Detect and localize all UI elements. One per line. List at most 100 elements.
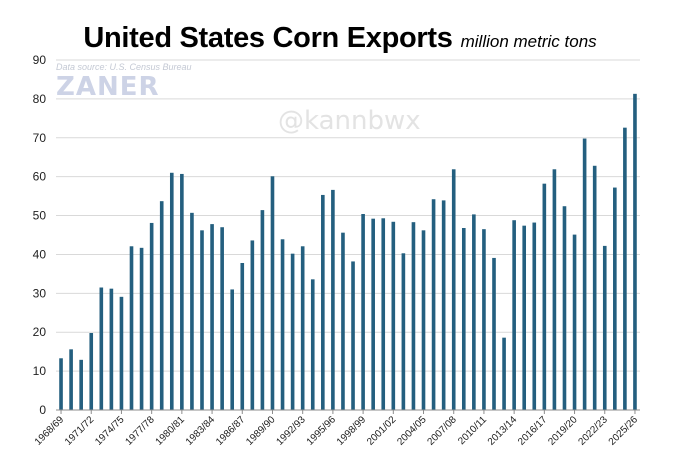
x-tick-label: 2010/11 (456, 414, 489, 447)
y-tick-label: 0 (39, 403, 46, 417)
x-tick-label: 1968/69 (33, 414, 67, 448)
x-tick-label: 1977/78 (123, 414, 157, 448)
x-tick-label: 2007/08 (426, 414, 460, 448)
bar-1973-74 (109, 288, 114, 410)
bar-1993-94 (310, 279, 315, 410)
bar-1978-79 (159, 201, 164, 410)
bar-1971-72 (89, 333, 94, 410)
bar-1996-97 (341, 232, 345, 410)
x-tick-label: 2013/14 (486, 414, 520, 448)
y-tick-label: 30 (33, 286, 47, 300)
x-tick-label: 1980/81 (154, 414, 188, 448)
chart-title: United States Corn Exports (83, 22, 453, 54)
bar-2009-10 (472, 214, 476, 410)
bar-1988-89 (260, 210, 265, 410)
y-tick-label: 90 (33, 53, 47, 67)
bar-1984-85 (220, 227, 224, 410)
bar-1991-92 (290, 253, 295, 410)
x-tick-label: 2016/17 (516, 414, 550, 448)
x-tick-label: 1971/72 (63, 414, 97, 448)
bar-1977-78 (149, 222, 154, 410)
bar-2010-11 (482, 229, 486, 410)
bar-2001-02 (391, 221, 396, 410)
bar-1981-82 (190, 212, 194, 410)
y-tick-label: 10 (33, 364, 47, 378)
bar-1997-98 (351, 261, 355, 410)
watermark-handle: @kannbwx (278, 106, 421, 136)
bar-2000-01 (381, 218, 386, 410)
y-axis: 0 10 20 30 40 50 60 70 80 90 (33, 53, 47, 417)
gridlines (56, 59, 640, 372)
bar-2016-17 (542, 183, 547, 410)
bar-1968-69 (59, 358, 63, 410)
bar-1989-90 (270, 176, 275, 410)
bar-1982-83 (200, 230, 204, 410)
bar-2020-21 (582, 138, 587, 410)
bar-1975-76 (129, 246, 134, 410)
bar-1994-95 (321, 194, 325, 410)
bar-2012-13 (502, 337, 506, 410)
bar-1990-91 (280, 239, 285, 410)
brand-logo: ZANER (56, 72, 160, 102)
bar-2024-25 (623, 127, 627, 411)
x-tick-label: 2019/20 (546, 414, 580, 448)
bar-1987-88 (250, 240, 255, 410)
bar-2003-04 (411, 222, 416, 410)
bar-2015-16 (532, 222, 537, 410)
bar-2017-18 (552, 169, 557, 410)
bar-2021-22 (592, 165, 597, 410)
bar-1992-93 (300, 246, 305, 410)
y-tick-label: 60 (33, 170, 47, 184)
bar-2025-26 (633, 93, 637, 410)
bar-1979-80 (169, 172, 174, 410)
bar-1974-75 (119, 296, 124, 410)
bar-2011-12 (492, 257, 496, 410)
bar-1986-87 (240, 263, 245, 410)
bar-1999-00 (371, 218, 375, 410)
x-tick-label: 1983/84 (184, 414, 218, 448)
y-tick-label: 50 (33, 209, 47, 223)
bar-2022-23 (602, 245, 607, 410)
bar-2002-03 (401, 253, 406, 410)
bar-1970-71 (79, 359, 83, 410)
bar-1983-84 (210, 224, 214, 410)
bar-1995-96 (331, 189, 335, 410)
bar-2023-24 (613, 187, 617, 410)
x-tick-label: 2004/05 (395, 414, 429, 448)
y-tick-label: 80 (33, 92, 47, 106)
x-tick-label: 1998/99 (335, 414, 369, 448)
x-tick-label: 2025/26 (607, 414, 641, 448)
bar-2014-15 (522, 225, 527, 410)
x-tick-label: 1995/96 (305, 414, 339, 448)
y-tick-label: 70 (33, 131, 47, 145)
bar-2007-08 (451, 169, 456, 410)
bar-1972-73 (99, 287, 104, 410)
y-tick-label: 40 (33, 247, 47, 261)
bar-2019-20 (572, 234, 577, 410)
chart-title-row: United States Corn Exports million metric… (0, 22, 680, 55)
source-note: Data source: U.S. Census Bureau (56, 62, 192, 72)
x-axis: 1968/691971/721974/751977/781980/811983/… (33, 409, 641, 448)
bar-2008-09 (461, 228, 466, 410)
y-tick-label: 20 (33, 325, 47, 339)
x-tick-label: 2022/23 (577, 414, 611, 448)
x-tick-label: 1989/90 (244, 414, 278, 448)
x-tick-label: 1974/75 (93, 414, 127, 448)
chart-subtitle: million metric tons (460, 32, 597, 51)
bar-1985-86 (230, 289, 235, 410)
bar-1998-99 (361, 214, 365, 410)
bar-2004-05 (421, 230, 426, 410)
bar-1976-77 (139, 247, 144, 410)
x-tick-label: 1986/87 (214, 414, 248, 448)
x-tick-label: 1992/93 (274, 414, 308, 448)
bars (59, 93, 637, 411)
bar-2005-06 (431, 199, 436, 410)
bar-1969-70 (69, 349, 73, 410)
x-tick-label: 2001/02 (365, 414, 399, 448)
bar-2006-07 (441, 200, 446, 410)
bar-1980-81 (180, 173, 184, 410)
bar-2018-19 (562, 206, 567, 410)
bar-2013-14 (512, 220, 516, 410)
